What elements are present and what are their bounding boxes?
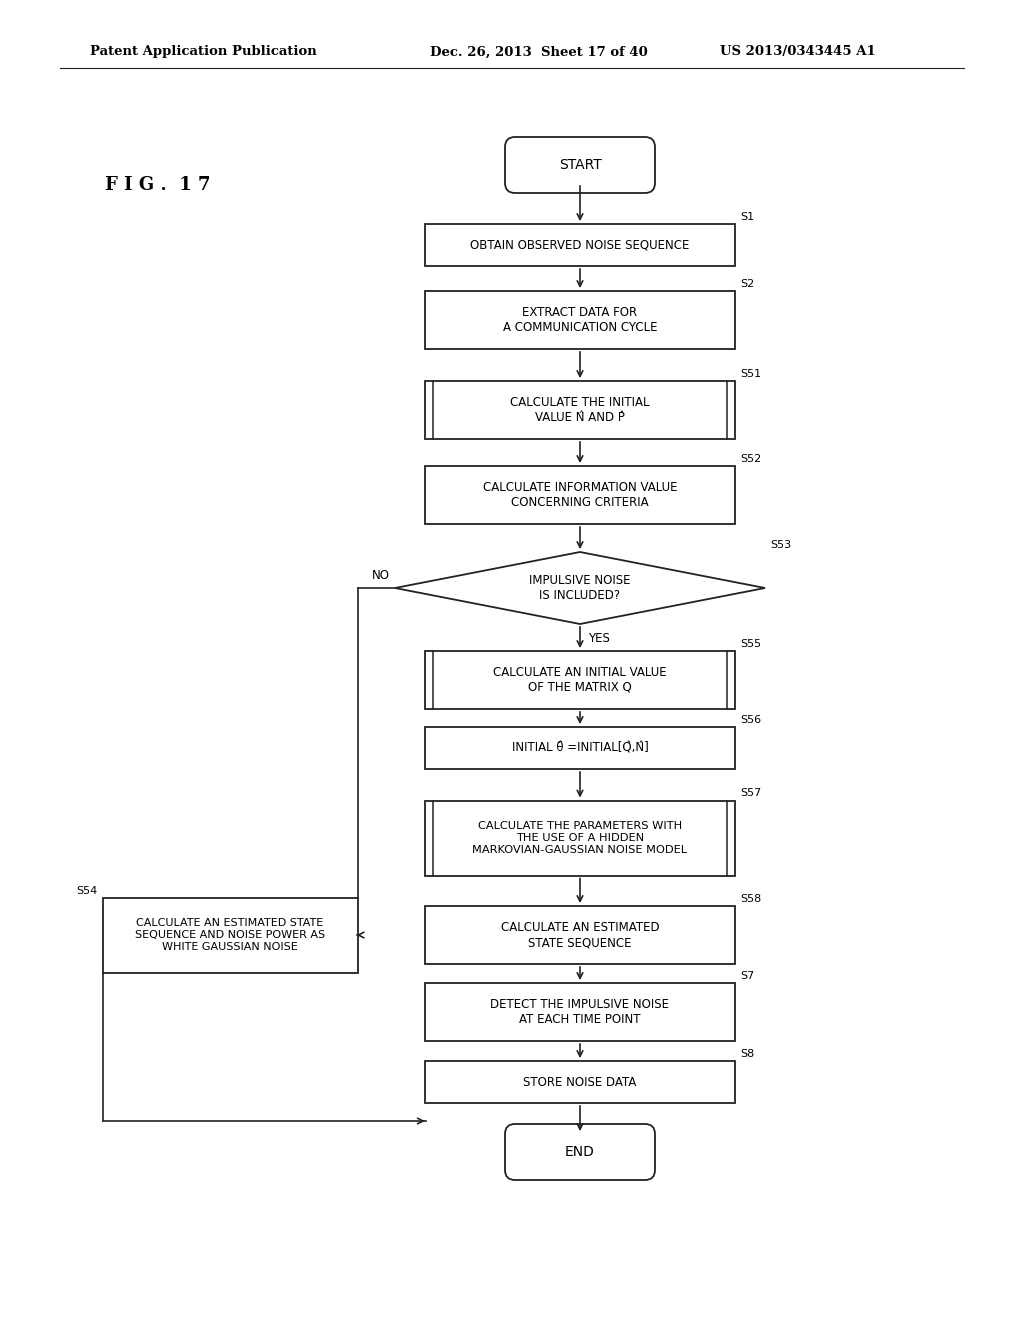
Text: US 2013/0343445 A1: US 2013/0343445 A1: [720, 45, 876, 58]
Bar: [425, 466, 735, 524]
Text: S7: S7: [740, 972, 755, 981]
Bar: [425, 727, 735, 770]
Text: CALCULATE THE PARAMETERS WITH
THE USE OF A HIDDEN
MARKOVIAN-GAUSSIAN NOISE MODEL: CALCULATE THE PARAMETERS WITH THE USE OF…: [472, 821, 687, 854]
Bar: [425, 224, 735, 267]
Text: START: START: [559, 158, 601, 172]
Text: Dec. 26, 2013  Sheet 17 of 40: Dec. 26, 2013 Sheet 17 of 40: [430, 45, 648, 58]
Bar: [425, 800, 735, 875]
Bar: [425, 1061, 735, 1104]
Text: S2: S2: [740, 279, 755, 289]
Text: S8: S8: [740, 1049, 755, 1059]
Text: CALCULATE AN INITIAL VALUE
OF THE MATRIX Q: CALCULATE AN INITIAL VALUE OF THE MATRIX…: [494, 667, 667, 694]
Text: CALCULATE AN ESTIMATED STATE
SEQUENCE AND NOISE POWER AS
WHITE GAUSSIAN NOISE: CALCULATE AN ESTIMATED STATE SEQUENCE AN…: [135, 919, 325, 952]
FancyBboxPatch shape: [505, 137, 655, 193]
Text: CALCULATE INFORMATION VALUE
CONCERNING CRITERIA: CALCULATE INFORMATION VALUE CONCERNING C…: [482, 480, 677, 510]
Bar: [102, 898, 357, 973]
Text: S55: S55: [740, 639, 761, 649]
Text: OBTAIN OBSERVED NOISE SEQUENCE: OBTAIN OBSERVED NOISE SEQUENCE: [470, 239, 690, 252]
FancyBboxPatch shape: [505, 1125, 655, 1180]
Text: IMPULSIVE NOISE
IS INCLUDED?: IMPULSIVE NOISE IS INCLUDED?: [529, 574, 631, 602]
Bar: [425, 651, 735, 709]
Text: S51: S51: [740, 370, 761, 379]
Text: S58: S58: [740, 894, 761, 904]
Bar: [425, 983, 735, 1041]
Text: CALCULATE AN ESTIMATED
STATE SEQUENCE: CALCULATE AN ESTIMATED STATE SEQUENCE: [501, 921, 659, 949]
Bar: [425, 381, 735, 440]
Text: S1: S1: [740, 213, 754, 222]
Text: NO: NO: [372, 569, 390, 582]
Text: STORE NOISE DATA: STORE NOISE DATA: [523, 1076, 637, 1089]
Text: S56: S56: [740, 715, 761, 725]
Text: INITIAL θ̂ =INITIAL[Q̂,N̂]: INITIAL θ̂ =INITIAL[Q̂,N̂]: [512, 742, 648, 755]
Text: S54: S54: [76, 886, 97, 895]
Text: DETECT THE IMPULSIVE NOISE
AT EACH TIME POINT: DETECT THE IMPULSIVE NOISE AT EACH TIME …: [490, 998, 670, 1026]
Text: F I G .  1 7: F I G . 1 7: [105, 176, 211, 194]
Text: CALCULATE THE INITIAL
VALUE N̂ AND P̂: CALCULATE THE INITIAL VALUE N̂ AND P̂: [510, 396, 650, 424]
Text: S52: S52: [740, 454, 761, 465]
Text: YES: YES: [588, 632, 610, 645]
Polygon shape: [395, 552, 765, 624]
Text: S53: S53: [770, 540, 792, 550]
Text: END: END: [565, 1144, 595, 1159]
Text: S57: S57: [740, 788, 761, 799]
Bar: [425, 290, 735, 348]
Bar: [425, 906, 735, 964]
Text: EXTRACT DATA FOR
A COMMUNICATION CYCLE: EXTRACT DATA FOR A COMMUNICATION CYCLE: [503, 306, 657, 334]
Text: Patent Application Publication: Patent Application Publication: [90, 45, 316, 58]
